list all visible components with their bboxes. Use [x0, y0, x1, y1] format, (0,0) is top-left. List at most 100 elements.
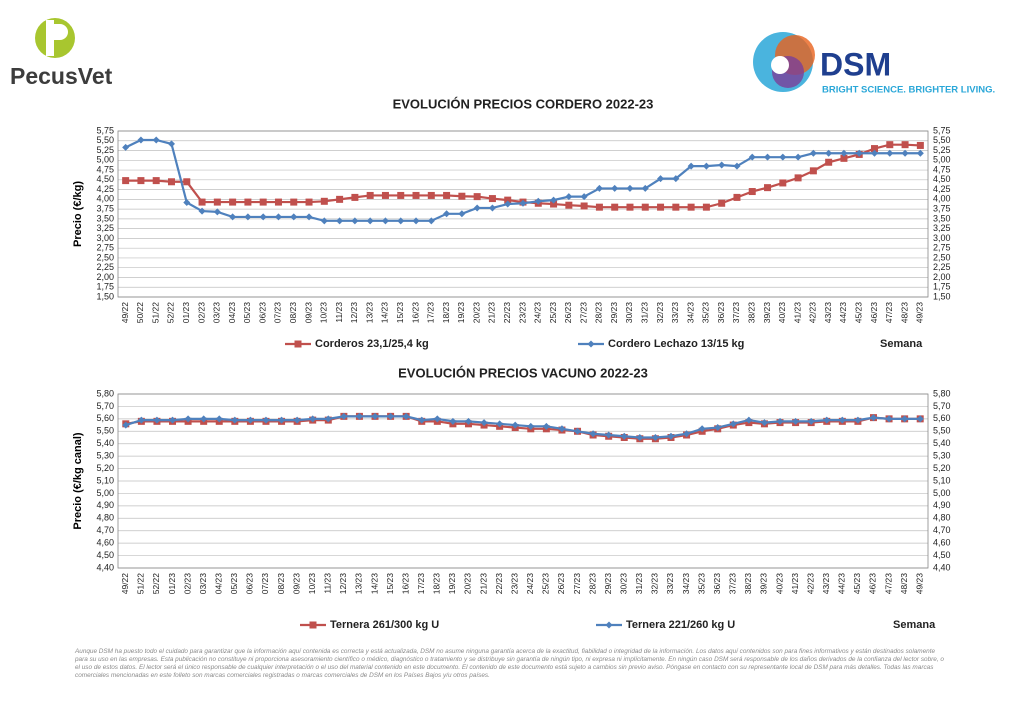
y-tick-label: 5,40 [96, 438, 114, 448]
y-tick-label: 2,00 [96, 272, 114, 282]
x-tick-label: 09/23 [303, 302, 313, 324]
data-point [605, 431, 613, 439]
data-point [527, 422, 535, 430]
x-tick-label: 24/23 [533, 302, 543, 324]
data-point [611, 184, 619, 192]
data-point [351, 193, 359, 201]
data-point [290, 198, 298, 206]
data-point [745, 416, 753, 424]
x-tick-label: 44/23 [837, 573, 847, 595]
x-tick-label: 07/23 [273, 302, 283, 324]
data-point [122, 143, 130, 151]
y2-tick-label: 5,60 [933, 413, 951, 423]
data-point [565, 201, 573, 209]
y-tick-label: 4,60 [96, 538, 114, 548]
data-point [137, 177, 145, 185]
y-tick-label: 3,75 [96, 203, 114, 213]
y2-tick-label: 5,25 [933, 145, 951, 155]
y-tick-label: 3,50 [96, 213, 114, 223]
data-point [636, 434, 644, 441]
data-point [542, 422, 550, 430]
y2-tick-label: 3,50 [933, 213, 951, 223]
x-tick-label: 38/23 [746, 302, 756, 324]
data-point [794, 153, 802, 161]
pecusvet-logo: PecusVet [10, 18, 113, 89]
data-point [794, 174, 802, 182]
legend-label: Cordero Lechazo 13/15 kg [608, 338, 744, 350]
data-point [137, 416, 145, 424]
data-point [229, 198, 237, 206]
data-point [901, 141, 909, 149]
data-point [371, 412, 379, 420]
series-line [125, 415, 921, 440]
data-point [809, 167, 817, 175]
y2-tick-label: 4,90 [933, 500, 951, 510]
data-point [683, 430, 691, 438]
x-tick-label: 34/23 [681, 573, 691, 595]
x-tick-label: 31/23 [640, 302, 650, 324]
x-tick-label: 40/23 [777, 302, 787, 324]
y2-tick-label: 2,25 [933, 262, 951, 272]
x-tick-label: 51/22 [150, 302, 160, 324]
x-tick-label: 39/23 [759, 573, 769, 595]
x-tick-label: 52/22 [166, 302, 176, 324]
data-point [504, 200, 512, 208]
y2-tick-label: 1,50 [933, 291, 951, 301]
y2-tick-label: 4,25 [933, 184, 951, 194]
data-point [718, 161, 726, 169]
y-tick-label: 2,25 [96, 262, 114, 272]
data-point [183, 198, 191, 206]
data-point [519, 199, 527, 207]
x-tick-label: 26/23 [556, 573, 566, 595]
x-tick-label: 47/23 [884, 302, 894, 324]
x-tick-label: 29/23 [603, 573, 613, 595]
x-tick-label: 22/23 [502, 302, 512, 324]
data-point [840, 154, 848, 162]
data-point [733, 162, 741, 170]
x-tick-label: 14/23 [380, 302, 390, 324]
y2-tick-label: 4,60 [933, 538, 951, 548]
data-point [748, 153, 756, 161]
data-point [565, 193, 573, 201]
x-tick-label: 25/23 [541, 573, 551, 595]
data-point [550, 196, 558, 204]
x-tick-label: 46/23 [869, 302, 879, 324]
y-tick-label: 1,50 [96, 291, 114, 301]
data-point [122, 421, 130, 429]
x-tick-label: 21/23 [478, 573, 488, 595]
y-tick-label: 4,00 [96, 194, 114, 204]
x-tick-label: 31/23 [634, 573, 644, 595]
data-point [558, 425, 566, 433]
x-tick-label: 39/23 [762, 302, 772, 324]
y2-tick-label: 5,00 [933, 155, 951, 165]
data-point [397, 217, 405, 225]
data-point [916, 141, 924, 149]
y-tick-label: 5,50 [96, 135, 114, 145]
x-tick-label: 28/23 [587, 573, 597, 595]
x-tick-label: 10/23 [319, 302, 329, 324]
y2-tick-label: 3,00 [933, 233, 951, 243]
data-point [167, 140, 175, 148]
data-point [433, 415, 441, 423]
data-point [305, 198, 313, 206]
x-tick-label: 48/23 [899, 302, 909, 324]
x-tick-label: 35/23 [701, 302, 711, 324]
x-tick-label: 17/23 [416, 573, 426, 595]
chart-title: EVOLUCIÓN PRECIOS VACUNO 2022-23 [398, 365, 648, 380]
x-tick-label: 23/23 [517, 302, 527, 324]
x-tick-label: 37/23 [728, 573, 738, 595]
data-point [729, 420, 737, 428]
legend-label: Ternera 261/300 kg U [330, 619, 439, 631]
x-tick-label: 21/23 [487, 302, 497, 324]
y-axis-label: Precio (€/kg) [72, 181, 84, 247]
plot-frame [117, 393, 929, 569]
x-tick-label: 49/23 [915, 302, 925, 324]
y-tick-label: 5,00 [96, 155, 114, 165]
data-point [854, 416, 862, 424]
x-tick-label: 13/23 [364, 302, 374, 324]
data-point [488, 204, 496, 212]
x-tick-label: 35/23 [696, 573, 706, 595]
y-tick-label: 2,50 [96, 252, 114, 262]
